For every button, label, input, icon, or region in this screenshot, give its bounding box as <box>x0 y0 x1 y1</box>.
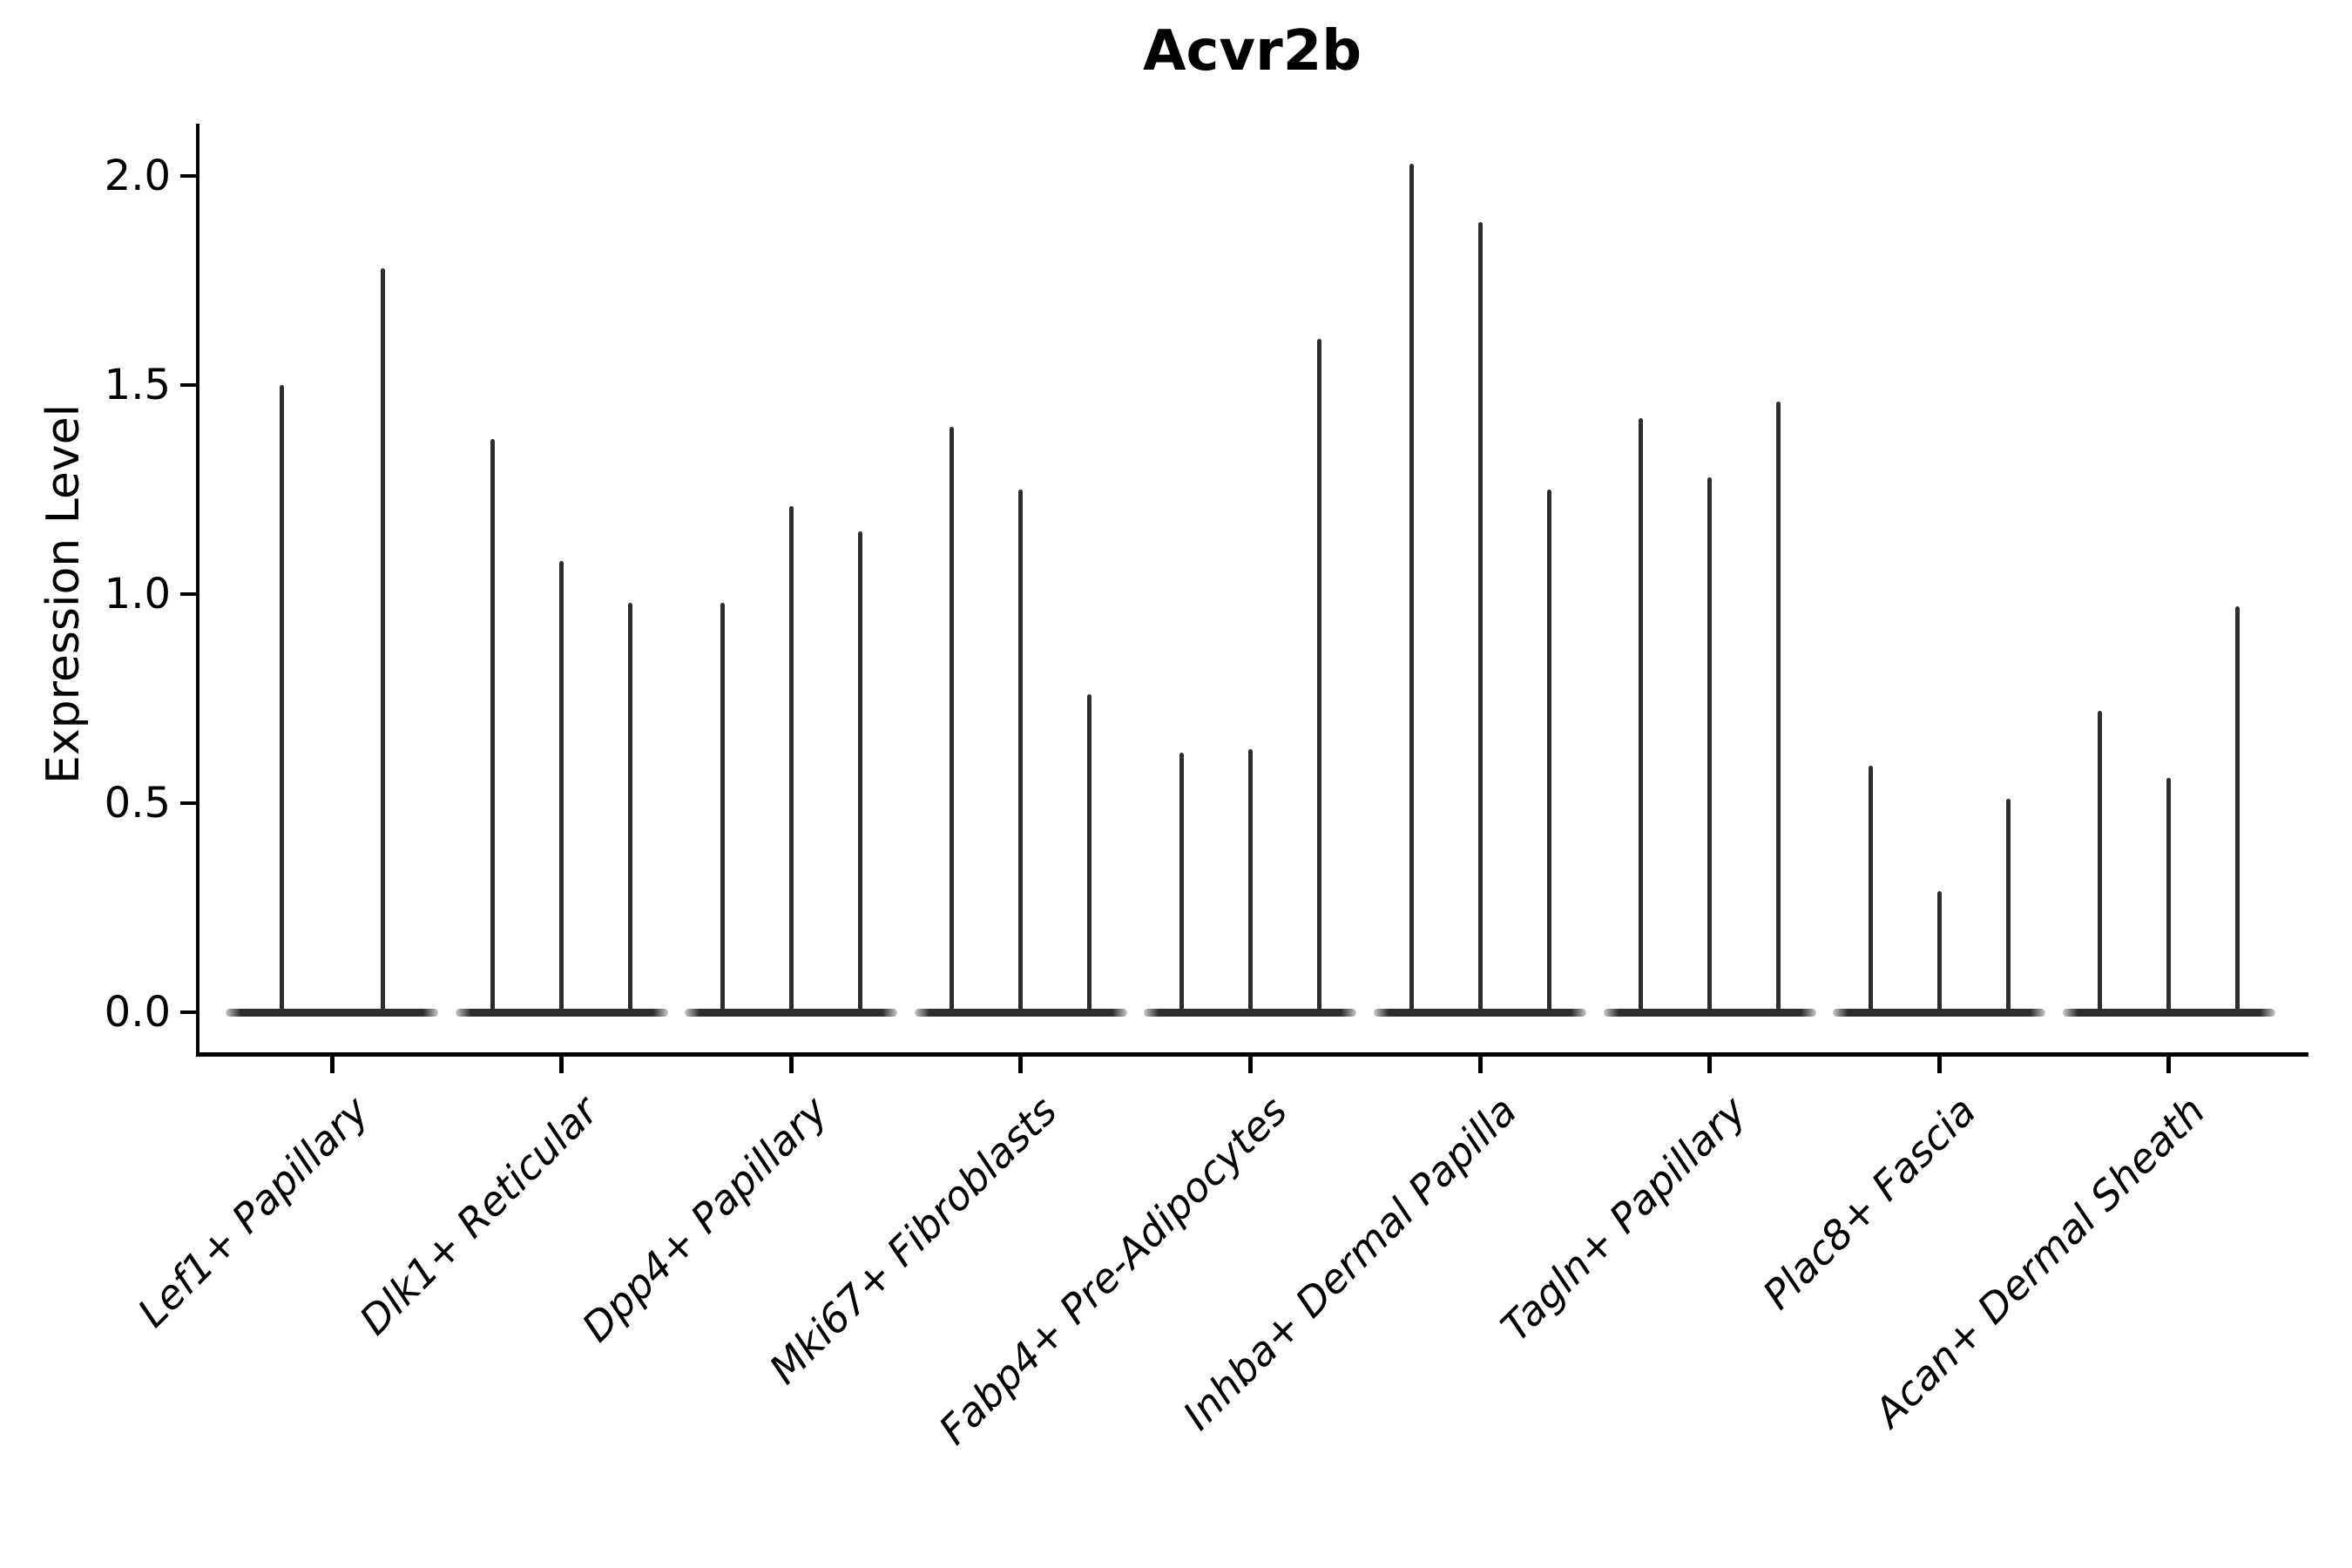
violin-spike <box>1087 694 1092 1016</box>
violin-spike <box>1936 890 1942 1016</box>
x-tick <box>1247 1054 1253 1073</box>
violin-spike <box>788 506 794 1016</box>
y-tick <box>180 383 196 387</box>
y-tick-label: 1.5 <box>104 361 171 409</box>
violin-spike <box>490 439 496 1016</box>
x-tick <box>1018 1054 1024 1073</box>
y-tick-label: 2.0 <box>104 152 171 200</box>
violin-spike <box>2005 799 2011 1016</box>
y-tick <box>180 592 196 596</box>
violin-spike <box>1409 163 1414 1016</box>
x-tick <box>329 1054 335 1073</box>
x-tick-label: Dlk1+ Reticular <box>350 1087 607 1344</box>
y-tick-label: 1.0 <box>104 570 171 618</box>
y-tick <box>180 1010 196 1014</box>
violin-spike <box>1316 339 1321 1016</box>
violin-spike <box>857 531 862 1016</box>
violin-spike <box>559 560 564 1016</box>
x-tick <box>788 1054 794 1073</box>
violin-spike <box>950 427 955 1016</box>
y-tick-label: 0.5 <box>104 779 171 828</box>
violin-base <box>226 1008 438 1017</box>
violin-spike <box>279 385 284 1016</box>
y-tick <box>180 801 196 805</box>
violin-spike <box>380 267 385 1016</box>
x-tick <box>1936 1054 1942 1073</box>
violin-spike <box>1477 221 1483 1016</box>
violin-spike <box>1639 418 1644 1016</box>
violin-spike <box>720 602 725 1016</box>
x-tick-label: Lef1+ Papillary <box>128 1087 378 1336</box>
x-tick <box>559 1054 564 1073</box>
violin-spike <box>1868 765 1873 1016</box>
y-tick-label: 0.0 <box>104 988 171 1037</box>
violin-spike <box>1179 753 1184 1016</box>
x-tick-label: Dpp4+ Papillary <box>572 1087 837 1351</box>
x-tick <box>1707 1054 1713 1073</box>
x-tick <box>2166 1054 2172 1073</box>
violin-spike <box>628 602 633 1016</box>
violin-spike <box>1776 402 1781 1016</box>
x-tick <box>1477 1054 1483 1073</box>
violin-spike <box>1546 490 1551 1016</box>
y-tick <box>180 174 196 178</box>
violin-spike <box>1707 476 1713 1016</box>
x-tick-label: Tagln+ Papillary <box>1491 1087 1755 1351</box>
violin-spike <box>2098 711 2103 1016</box>
violin-spike <box>2166 778 2172 1016</box>
y-axis-line <box>196 124 199 1056</box>
x-tick-label: Plac8+ Fascia <box>1754 1087 1985 1319</box>
violin-spike <box>2235 606 2240 1016</box>
chart-title: Acvr2b <box>1142 19 1362 84</box>
violin-spike <box>1018 490 1024 1016</box>
violin-spike <box>1247 748 1253 1016</box>
